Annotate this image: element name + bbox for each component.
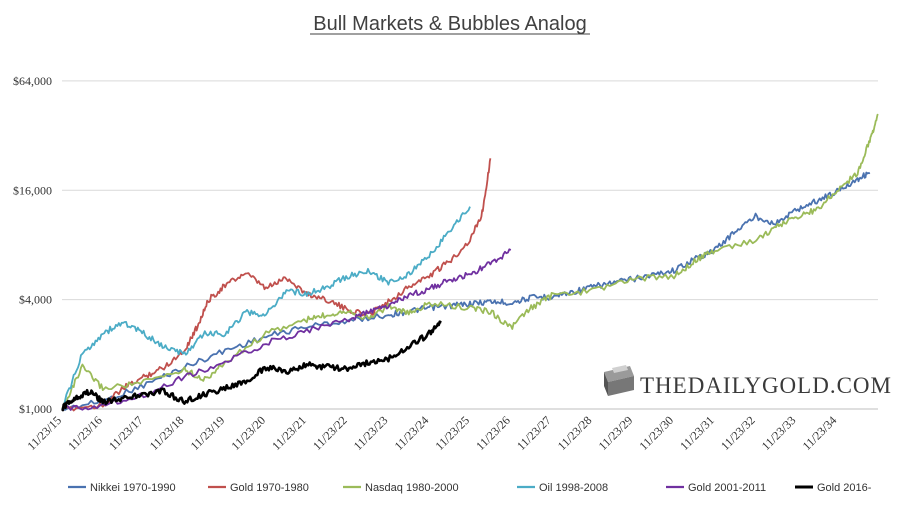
legend-label: Nasdaq 1980-2000	[365, 482, 459, 494]
x-tick-label: 11/23/25	[432, 413, 472, 453]
chart-title: Bull Markets & Bubbles Analog	[313, 13, 587, 35]
x-axis-ticks: 11/23/15 11/23/16 11/23/17 11/23/18 11/23/19…	[24, 413, 839, 453]
y-tick-label: $16,000	[13, 183, 52, 197]
y-tick-label: $1,000	[19, 402, 52, 416]
x-tick-label: 11/23/34	[800, 413, 840, 453]
x-tick-label: 11/23/27	[514, 413, 554, 453]
x-tick-label: 11/23/32	[718, 413, 758, 453]
series-line	[61, 158, 492, 412]
x-tick-label: 11/23/18	[147, 413, 187, 453]
x-tick-label: 11/23/15	[24, 413, 64, 453]
x-tick-label: 11/23/28	[555, 413, 595, 453]
x-tick-label: 11/23/19	[188, 413, 228, 453]
x-tick-label: 11/23/22	[310, 413, 350, 453]
logo-text: THEDAILYGOLD.COM	[640, 373, 892, 398]
gridlines	[62, 80, 878, 410]
x-tick-label: 11/23/23	[351, 413, 391, 453]
y-axis-ticks: $1,000 $4,000 $16,000 $64,000	[13, 74, 52, 416]
x-tick-label: 11/23/24	[392, 413, 432, 453]
legend-label: Gold 1970-1980	[230, 482, 309, 494]
series-line	[61, 206, 471, 410]
x-tick-label: 11/23/21	[269, 413, 309, 453]
legend-label: Gold 2001-2011	[688, 482, 766, 494]
x-tick-label: 11/23/26	[473, 413, 513, 453]
x-tick-label: 11/23/20	[228, 413, 268, 453]
x-tick-label: 11/23/17	[106, 413, 146, 453]
thedailygold-logo: THEDAILYGOLD.COM	[604, 365, 892, 398]
y-tick-label: $64,000	[13, 74, 52, 88]
series-line	[61, 248, 512, 411]
legend-label: Nikkei 1970-1990	[90, 482, 176, 494]
series-line	[61, 171, 871, 411]
series-line	[61, 113, 879, 410]
legend-label: Gold 2016-	[817, 482, 872, 494]
gold-bar-icon	[604, 365, 634, 396]
x-tick-label: 11/23/33	[759, 413, 799, 453]
legend-label: Oil 1998-2008	[539, 482, 608, 494]
x-tick-label: 11/23/29	[596, 413, 636, 453]
x-tick-label: 11/23/16	[65, 413, 105, 453]
x-tick-label: 11/23/31	[677, 413, 717, 453]
x-tick-label: 11/23/30	[636, 413, 676, 453]
y-tick-label: $4,000	[19, 293, 52, 307]
legend: Nikkei 1970-1990 Gold 1970-1980 Nasdaq 198…	[68, 482, 872, 494]
series-line	[60, 320, 442, 412]
series-lines	[60, 113, 879, 412]
